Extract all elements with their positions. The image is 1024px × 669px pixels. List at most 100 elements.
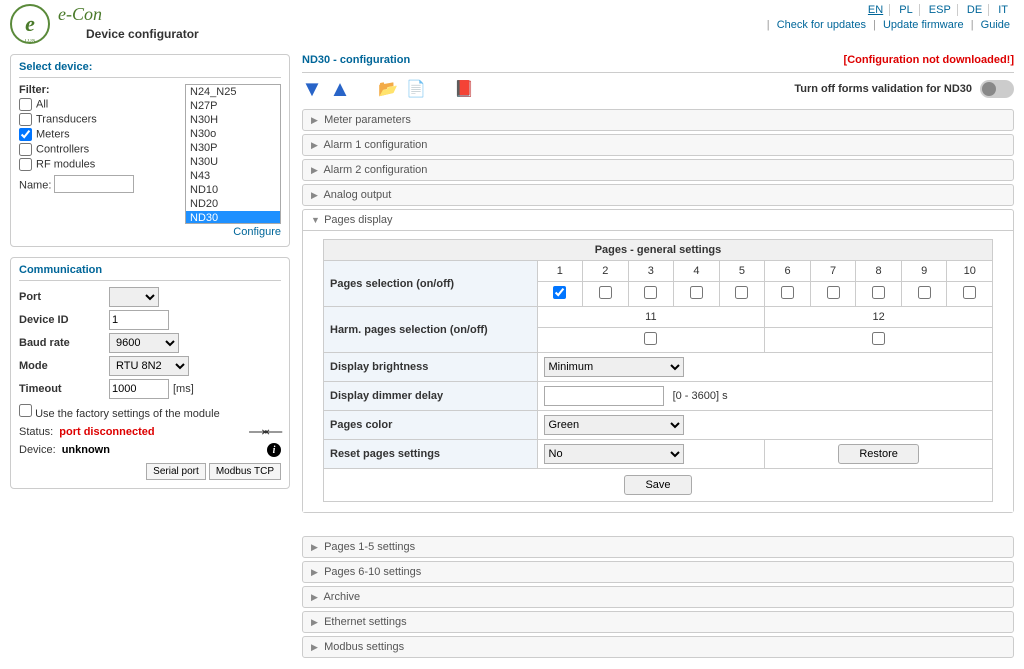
filter-meters[interactable]: Meters (19, 128, 177, 141)
select-device-title: Select device: (19, 61, 281, 78)
list-item-selected[interactable]: ND30 (186, 211, 280, 224)
harm-selection-label: Harm. pages selection (on/off) (324, 307, 538, 353)
section-ethernet[interactable]: ▶ Ethernet settings (302, 611, 1014, 633)
status-value: port disconnected (59, 426, 154, 438)
save-file-icon[interactable]: 📄 (406, 79, 426, 99)
list-item[interactable]: N24_N25 (186, 85, 280, 99)
validation-label: Turn off forms validation for ND30 (794, 83, 972, 95)
link-update-firmware[interactable]: Update firmware (879, 19, 968, 31)
dimmer-label: Display dimmer delay (324, 382, 538, 411)
page-1-check[interactable] (553, 286, 566, 299)
dimmer-hint: [0 - 3600] s (673, 390, 728, 402)
lang-esp[interactable]: ESP (923, 4, 958, 16)
link-guide[interactable]: Guide (977, 19, 1014, 31)
brightness-label: Display brightness (324, 353, 538, 382)
filter-label: Filter: (19, 84, 177, 96)
device-status-label: Device: (19, 444, 56, 456)
lang-de[interactable]: DE (961, 4, 989, 16)
list-item[interactable]: ND10 (186, 183, 280, 197)
app-title: e-Con (58, 4, 767, 25)
page-6-check[interactable] (781, 286, 794, 299)
timeout-input[interactable] (109, 379, 169, 399)
restore-button[interactable]: Restore (838, 444, 919, 464)
filter-controllers[interactable]: Controllers (19, 143, 177, 156)
pages-group-title: Pages - general settings (324, 240, 993, 261)
filter-all[interactable]: All (19, 98, 177, 111)
config-title: ND30 - configuration (302, 54, 410, 66)
page-7-check[interactable] (827, 286, 840, 299)
validation-toggle[interactable] (980, 80, 1014, 98)
device-id-label: Device ID (19, 314, 109, 326)
timeout-label: Timeout (19, 383, 109, 395)
factory-settings[interactable]: Use the factory settings of the module (19, 408, 220, 420)
page-5-check[interactable] (735, 286, 748, 299)
color-select[interactable]: Green (544, 415, 684, 435)
section-pages-1-5[interactable]: ▶ Pages 1-5 settings (302, 536, 1014, 558)
section-modbus[interactable]: ▶ Modbus settings (302, 636, 1014, 658)
reset-label: Reset pages settings (324, 440, 538, 469)
harm-12-check[interactable] (872, 332, 885, 345)
link-check-updates[interactable]: Check for updates (773, 19, 870, 31)
section-archive[interactable]: ▶ Archive (302, 586, 1014, 608)
mode-label: Mode (19, 360, 109, 372)
list-item[interactable]: N30P (186, 141, 280, 155)
section-alarm-2[interactable]: ▶ Alarm 2 configuration (302, 159, 1014, 181)
download-icon[interactable]: ▼ (302, 79, 322, 99)
timeout-unit: [ms] (173, 383, 194, 395)
section-alarm-1[interactable]: ▶ Alarm 1 configuration (302, 134, 1014, 156)
save-button[interactable]: Save (624, 475, 691, 495)
dimmer-input[interactable] (544, 386, 664, 406)
page-4-check[interactable] (690, 286, 703, 299)
header-links: | Check for updates | Update firmware | … (767, 19, 1014, 31)
open-folder-icon[interactable]: 📂 (378, 79, 398, 99)
tab-serial-port[interactable]: Serial port (146, 463, 206, 480)
device-id-input[interactable] (109, 310, 169, 330)
page-8-check[interactable] (872, 286, 885, 299)
lang-pl[interactable]: PL (893, 4, 919, 16)
section-analog-output[interactable]: ▶ Analog output (302, 184, 1014, 206)
select-device-panel: Select device: Filter: All Transducers M… (10, 54, 290, 247)
brightness-select[interactable]: Minimum (544, 357, 684, 377)
lang-en[interactable]: EN (862, 4, 890, 16)
section-pages-display: ▼ Pages display Pages - general settings… (302, 209, 1014, 513)
list-item[interactable]: N30H (186, 113, 280, 127)
language-bar: EN PL ESP DE IT (767, 4, 1014, 16)
filter-transducers[interactable]: Transducers (19, 113, 177, 126)
info-icon[interactable]: i (267, 443, 281, 457)
app-subtitle: Device configurator (86, 27, 767, 41)
status-label: Status: (19, 426, 53, 438)
device-list[interactable]: N24_N25 N27P N30H N30o N30P N30U N43 ND1… (185, 84, 281, 224)
filter-rf-modules[interactable]: RF modules (19, 158, 177, 171)
pages-selection-label: Pages selection (on/off) (324, 261, 538, 307)
port-select[interactable] (109, 287, 159, 307)
configure-link[interactable]: Configure (233, 226, 281, 238)
export-pdf-icon[interactable]: 📕 (454, 79, 474, 99)
name-label: Name: (19, 180, 51, 192)
config-warning: [Configuration not downloaded!] (844, 54, 1014, 66)
page-10-check[interactable] (963, 286, 976, 299)
device-status-value: unknown (62, 444, 110, 456)
baud-select[interactable]: 9600 (109, 333, 179, 353)
page-3-check[interactable] (644, 286, 657, 299)
list-item[interactable]: N30o (186, 127, 280, 141)
list-item[interactable]: N43 (186, 169, 280, 183)
communication-title: Communication (19, 264, 281, 281)
upload-icon[interactable]: ▲ (330, 79, 350, 99)
section-meter-parameters[interactable]: ▶ Meter parameters (302, 109, 1014, 131)
reset-select[interactable]: No (544, 444, 684, 464)
mode-select[interactable]: RTU 8N2 (109, 356, 189, 376)
pages-settings-table: Pages - general settings Pages selection… (323, 239, 993, 469)
harm-11-check[interactable] (644, 332, 657, 345)
app-logo: eCON (10, 4, 50, 44)
section-pages-6-10[interactable]: ▶ Pages 6-10 settings (302, 561, 1014, 583)
name-input[interactable] (54, 175, 134, 193)
page-2-check[interactable] (599, 286, 612, 299)
baud-label: Baud rate (19, 337, 109, 349)
tab-modbus-tcp[interactable]: Modbus TCP (209, 463, 281, 480)
list-item[interactable]: N30U (186, 155, 280, 169)
lang-it[interactable]: IT (992, 4, 1014, 16)
list-item[interactable]: ND20 (186, 197, 280, 211)
list-item[interactable]: N27P (186, 99, 280, 113)
page-9-check[interactable] (918, 286, 931, 299)
communication-panel: Communication Port Device ID Baud rate 9… (10, 257, 290, 489)
